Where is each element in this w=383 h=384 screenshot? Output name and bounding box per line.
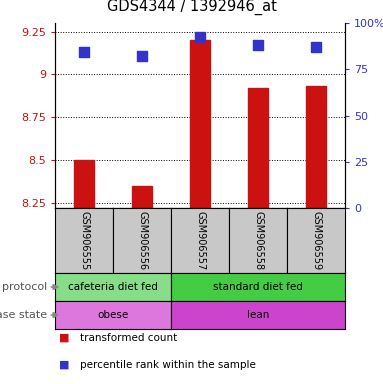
Text: standard diet fed: standard diet fed bbox=[213, 282, 303, 292]
Text: disease state: disease state bbox=[0, 310, 47, 320]
Bar bbox=[306, 86, 326, 208]
Text: GSM906558: GSM906558 bbox=[253, 211, 263, 270]
Text: ■: ■ bbox=[59, 360, 69, 370]
Text: GSM906557: GSM906557 bbox=[195, 211, 205, 270]
Point bbox=[197, 34, 203, 40]
Text: ■: ■ bbox=[59, 333, 69, 343]
Text: cafeteria diet fed: cafeteria diet fed bbox=[68, 282, 158, 292]
Text: GSM906555: GSM906555 bbox=[79, 211, 89, 270]
Text: obese: obese bbox=[97, 310, 129, 320]
Text: GDS4344 / 1392946_at: GDS4344 / 1392946_at bbox=[106, 0, 277, 15]
Text: GSM906556: GSM906556 bbox=[137, 211, 147, 270]
Text: GSM906559: GSM906559 bbox=[311, 211, 321, 270]
Text: transformed count: transformed count bbox=[80, 333, 177, 343]
Text: percentile rank within the sample: percentile rank within the sample bbox=[80, 360, 256, 370]
Bar bbox=[248, 88, 268, 208]
Text: lean: lean bbox=[247, 310, 269, 320]
Text: protocol: protocol bbox=[2, 282, 47, 292]
Point bbox=[81, 49, 87, 55]
Point bbox=[139, 53, 145, 59]
Bar bbox=[74, 160, 94, 208]
Point bbox=[255, 42, 261, 48]
Point bbox=[313, 44, 319, 50]
Bar bbox=[132, 186, 152, 208]
Bar bbox=[190, 40, 210, 208]
